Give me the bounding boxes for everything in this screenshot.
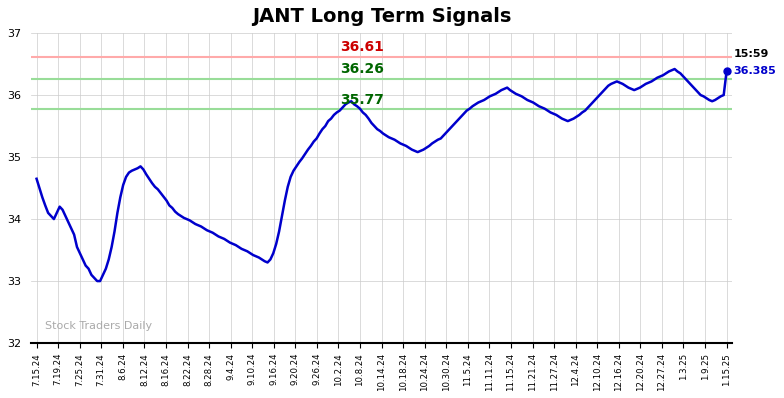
Text: 35.77: 35.77 <box>340 93 384 107</box>
Text: 15:59: 15:59 <box>734 49 769 59</box>
Text: 36.26: 36.26 <box>340 62 384 76</box>
Text: Stock Traders Daily: Stock Traders Daily <box>45 321 152 331</box>
Text: 36.61: 36.61 <box>340 39 384 53</box>
Title: JANT Long Term Signals: JANT Long Term Signals <box>252 7 511 26</box>
Text: 36.385: 36.385 <box>734 66 776 76</box>
